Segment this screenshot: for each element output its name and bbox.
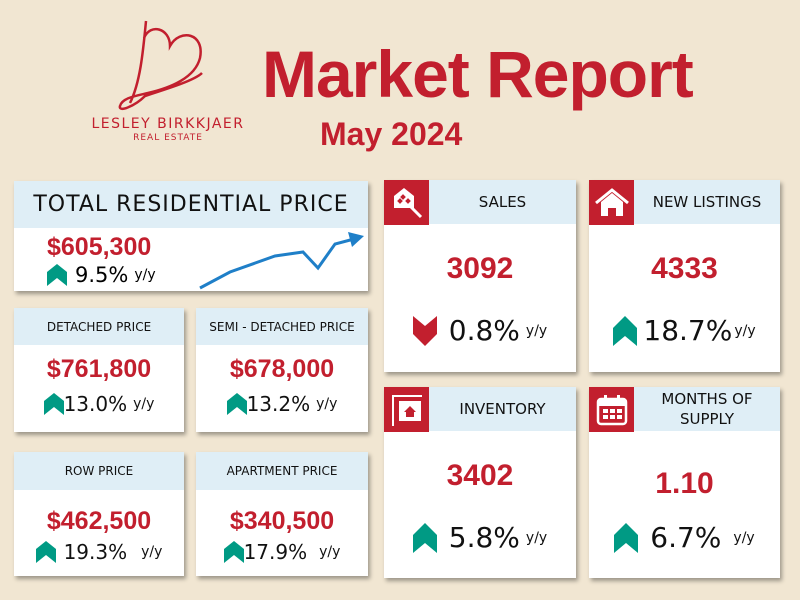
change-unit: y/y — [319, 544, 341, 560]
change-value: 5.8% — [448, 521, 520, 554]
new-listings-card: NEW LISTINGS 4333 18.7% y/y — [589, 180, 780, 372]
page-title: Market Report — [262, 37, 694, 111]
arrow-up-icon — [614, 522, 639, 553]
card-title: ROW PRICE — [14, 452, 184, 490]
change-unit: y/y — [733, 529, 755, 546]
arrow-down-icon — [412, 315, 437, 346]
price-value: $678,000 — [229, 355, 335, 383]
semi-detached-price-card: SEMI - DETACHED PRICE $678,000 13.2% y/y — [196, 308, 368, 432]
change-value: 19.3% — [63, 540, 128, 564]
inventory-card: INVENTORY 3402 5.8% y/y — [384, 387, 576, 578]
change-unit: y/y — [525, 322, 548, 339]
arrow-up-icon — [412, 522, 437, 553]
card-title: TOTAL RESIDENTIAL PRICE — [14, 181, 368, 228]
report-date: May 2024 — [320, 116, 463, 152]
arrow-up-icon — [226, 393, 247, 415]
new-listings-value: 4333 — [651, 252, 718, 285]
sales-card: SALES 3092 0.8% y/y — [384, 180, 576, 372]
change-value: 18.7% — [643, 314, 733, 347]
change-value: 13.0% — [63, 392, 128, 416]
arrow-up-icon — [223, 541, 244, 563]
change-value: 17.9% — [243, 540, 308, 564]
change-unit: y/y — [316, 396, 338, 412]
arrow-up-icon — [47, 264, 67, 286]
arrow-head-icon — [348, 232, 364, 247]
change-unit: y/y — [525, 529, 548, 546]
change-unit: y/y — [141, 544, 163, 560]
total-residential-card: TOTAL RESIDENTIAL PRICE $605,300 9.5% y/… — [14, 181, 368, 291]
change-value: 0.8% — [448, 314, 520, 347]
house-sign-icon — [384, 387, 429, 432]
calendar-icon — [589, 387, 634, 432]
change-unit: y/y — [734, 322, 756, 339]
change-value: 6.7% — [650, 521, 722, 554]
card-title: APARTMENT PRICE — [196, 452, 368, 490]
price-value: $340,500 — [229, 507, 335, 535]
trend-sparkline — [199, 232, 364, 290]
card-title-line2: SUPPLY — [679, 410, 735, 428]
brand-name: LESLEY BIRKKJAER — [91, 116, 245, 132]
card-title-line1: MONTHS OF — [661, 390, 753, 408]
arrow-up-icon — [43, 393, 64, 415]
price-value: $462,500 — [46, 507, 152, 535]
change-value: 9.5% — [75, 263, 129, 287]
change-unit: y/y — [134, 267, 156, 283]
price-value: $761,800 — [46, 355, 152, 383]
house-key-icon — [384, 180, 429, 225]
arrow-up-icon — [613, 315, 638, 346]
change-value: 13.2% — [246, 392, 311, 416]
months-of-supply-card: MONTHS OF SUPPLY 1.10 6.7% y/y — [589, 387, 780, 578]
card-title: DETACHED PRICE — [14, 308, 184, 345]
detached-price-card: DETACHED PRICE $761,800 13.0% y/y — [14, 308, 184, 432]
total-price-value: $605,300 — [47, 233, 152, 261]
row-price-card: ROW PRICE $462,500 19.3% y/y — [14, 452, 184, 576]
months-supply-value: 1.10 — [655, 467, 714, 500]
brand-subtitle: REAL ESTATE — [133, 133, 203, 143]
heart-logo-icon — [118, 20, 203, 111]
sales-value: 3092 — [446, 252, 514, 285]
apartment-price-card: APARTMENT PRICE $340,500 17.9% y/y — [196, 452, 368, 576]
change-unit: y/y — [133, 396, 155, 412]
inventory-value: 3402 — [446, 459, 514, 492]
card-title: SEMI - DETACHED PRICE — [196, 308, 368, 345]
arrow-up-icon — [35, 541, 56, 563]
house-icon — [589, 180, 634, 225]
